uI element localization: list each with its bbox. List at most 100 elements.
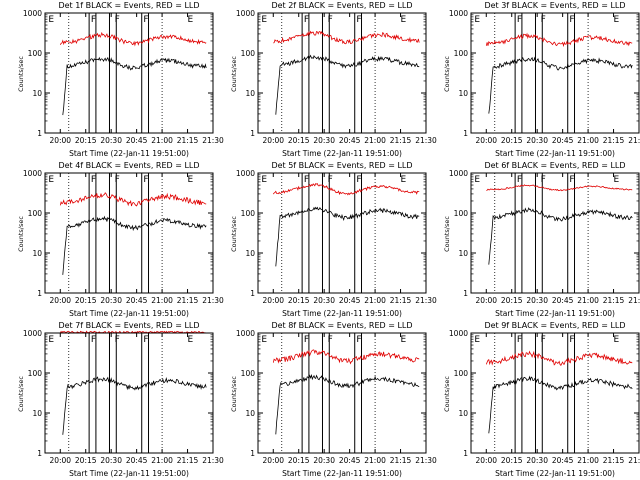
x-tick-label: 20:00 bbox=[262, 456, 284, 465]
x-tick-label: 21:00 bbox=[577, 136, 599, 145]
x-tick-label: 20:45 bbox=[126, 456, 148, 465]
detector-panel-8: Det 8f BLACK = Events, RED = LLD Start Ti… bbox=[214, 320, 437, 480]
region-label: E bbox=[261, 15, 267, 25]
region-label: E bbox=[474, 335, 480, 345]
y-tick-label: 1000 bbox=[236, 169, 255, 178]
region-label: E bbox=[614, 335, 620, 345]
region-label: F bbox=[569, 335, 574, 345]
panel-title: Det 1f BLACK = Events, RED = LLD bbox=[58, 1, 200, 10]
x-tick-label: 21:30 bbox=[415, 296, 437, 305]
series-events-line bbox=[275, 206, 420, 267]
region-label: F bbox=[328, 175, 333, 185]
detector-panel-1: Det 1f BLACK = Events, RED = LLD Start Ti… bbox=[1, 0, 224, 160]
x-tick-label: 21:00 bbox=[151, 296, 173, 305]
series-lld-line bbox=[272, 349, 420, 365]
x-tick-label: 21:30 bbox=[202, 136, 224, 145]
region-label: F bbox=[517, 335, 522, 345]
x-axis-label: Start Time (22-Jan-11 19:51:00) bbox=[282, 149, 402, 158]
region-label: F bbox=[356, 335, 361, 345]
region-label: F bbox=[115, 175, 120, 185]
y-tick-label: 100 bbox=[454, 209, 469, 218]
x-tick-label: 21:30 bbox=[628, 296, 640, 305]
interval-box bbox=[301, 332, 310, 454]
x-tick-label: 20:15 bbox=[288, 456, 310, 465]
interval-box bbox=[141, 172, 150, 294]
region-label: F bbox=[304, 15, 309, 25]
detector-panel-3: Det 3f BLACK = Events, RED = LLD Start Ti… bbox=[427, 0, 640, 160]
region-label: E bbox=[614, 15, 620, 25]
series-events-line bbox=[488, 207, 633, 265]
y-tick-label: 1000 bbox=[236, 329, 255, 338]
x-tick-label: 20:00 bbox=[49, 456, 71, 465]
x-axis-label: Start Time (22-Jan-11 19:51:00) bbox=[282, 309, 402, 318]
panel-title: Det 7f BLACK = Events, RED = LLD bbox=[58, 321, 200, 330]
region-label: F bbox=[356, 175, 361, 185]
y-tick-label: 1000 bbox=[23, 329, 42, 338]
x-tick-label: 21:30 bbox=[415, 136, 437, 145]
x-axis-label: Start Time (22-Jan-11 19:51:00) bbox=[495, 309, 615, 318]
region-label: E bbox=[474, 15, 480, 25]
region-label: E bbox=[188, 15, 194, 25]
y-tick-label: 1 bbox=[37, 289, 42, 298]
x-tick-label: 21:30 bbox=[628, 456, 640, 465]
interval-box bbox=[354, 12, 363, 134]
x-tick-label: 20:15 bbox=[75, 136, 97, 145]
interval-box bbox=[354, 332, 363, 454]
x-tick-label: 20:45 bbox=[339, 296, 361, 305]
interval-box bbox=[88, 12, 97, 134]
panel-title: Det 2f BLACK = Events, RED = LLD bbox=[271, 1, 413, 10]
x-tick-label: 20:00 bbox=[475, 456, 497, 465]
x-tick-label: 20:45 bbox=[552, 456, 574, 465]
interval-box bbox=[321, 332, 330, 454]
series-lld-line bbox=[273, 30, 420, 45]
detector-panel-7: Det 7f BLACK = Events, RED = LLD Start Ti… bbox=[1, 320, 224, 480]
x-tick-label: 21:30 bbox=[628, 136, 640, 145]
region-label: F bbox=[517, 15, 522, 25]
x-tick-label: 21:15 bbox=[390, 296, 412, 305]
region-label: E bbox=[261, 335, 267, 345]
x-tick-label: 20:30 bbox=[526, 296, 548, 305]
plot-frame bbox=[257, 12, 427, 134]
detector-panel-4: Det 4f BLACK = Events, RED = LLD Start Ti… bbox=[1, 160, 224, 320]
x-tick-label: 21:15 bbox=[603, 456, 625, 465]
panel-title: Det 4f BLACK = Events, RED = LLD bbox=[58, 161, 200, 170]
interval-box bbox=[567, 332, 576, 454]
x-tick-label: 21:30 bbox=[415, 456, 437, 465]
x-tick-label: 21:15 bbox=[177, 296, 199, 305]
interval-box bbox=[108, 172, 117, 294]
x-tick-label: 21:00 bbox=[577, 456, 599, 465]
region-label: F bbox=[304, 335, 309, 345]
interval-box bbox=[88, 332, 97, 454]
y-tick-label: 10 bbox=[32, 249, 42, 258]
x-tick-label: 21:00 bbox=[364, 136, 386, 145]
y-tick-label: 1 bbox=[250, 449, 255, 458]
interval-box bbox=[321, 12, 330, 134]
interval-box bbox=[534, 332, 543, 454]
interval-box bbox=[514, 172, 523, 294]
interval-box bbox=[88, 172, 97, 294]
region-label: F bbox=[328, 15, 333, 25]
y-tick-label: 100 bbox=[454, 49, 469, 58]
interval-box bbox=[108, 12, 117, 134]
region-label: F bbox=[541, 15, 546, 25]
y-tick-label: 1000 bbox=[23, 9, 42, 18]
region-label: F bbox=[569, 15, 574, 25]
x-tick-label: 20:15 bbox=[501, 296, 523, 305]
x-tick-label: 21:15 bbox=[390, 136, 412, 145]
panel-title: Det 3f BLACK = Events, RED = LLD bbox=[484, 1, 626, 10]
interval-box bbox=[514, 12, 523, 134]
series-events-line bbox=[275, 54, 420, 115]
region-label: F bbox=[541, 175, 546, 185]
x-tick-label: 20:15 bbox=[75, 296, 97, 305]
x-axis-label: Start Time (22-Jan-11 19:51:00) bbox=[495, 149, 615, 158]
region-label: E bbox=[401, 335, 407, 345]
interval-box bbox=[301, 172, 310, 294]
y-tick-label: 1000 bbox=[449, 169, 468, 178]
detector-panel-2: Det 2f BLACK = Events, RED = LLD Start Ti… bbox=[214, 0, 437, 160]
y-tick-label: 1 bbox=[250, 289, 255, 298]
